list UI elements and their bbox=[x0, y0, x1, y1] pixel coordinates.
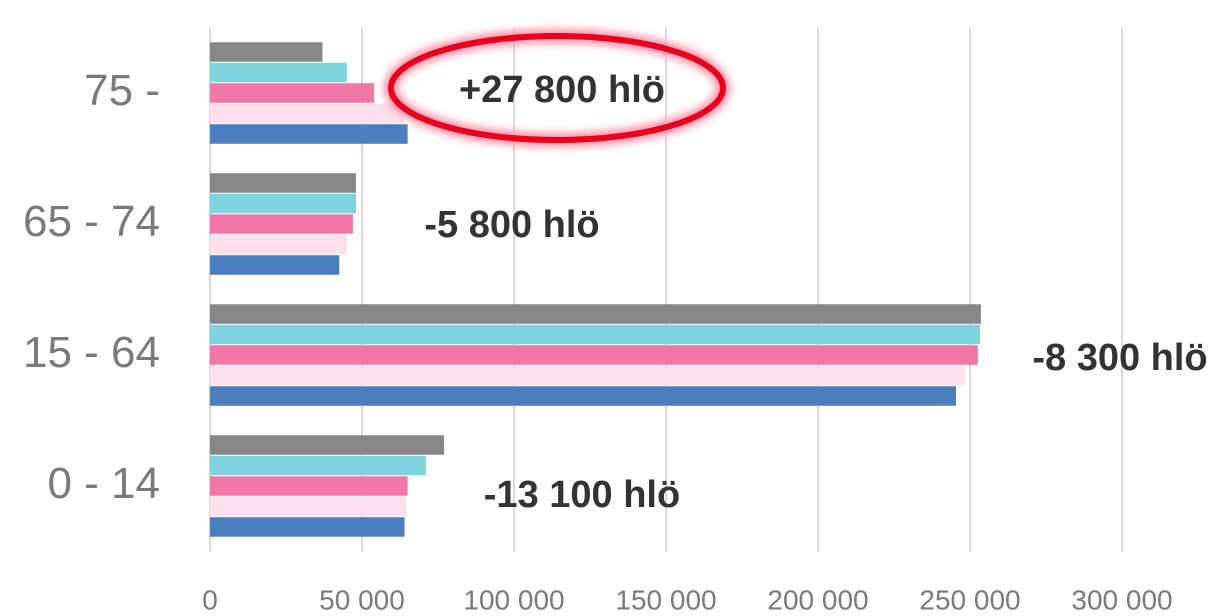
bar bbox=[210, 193, 356, 214]
bar bbox=[210, 517, 405, 537]
bar bbox=[210, 365, 966, 386]
bar bbox=[210, 496, 407, 517]
annotation: -5 800 hlö bbox=[424, 204, 599, 246]
x-tick-label: 200 000 bbox=[767, 584, 868, 615]
annotation: -8 300 hlö bbox=[1032, 337, 1207, 379]
bar bbox=[210, 324, 981, 345]
annotation: -13 100 hlö bbox=[484, 474, 680, 516]
bar bbox=[210, 255, 340, 275]
bar bbox=[210, 62, 347, 83]
bar bbox=[210, 304, 981, 324]
bar bbox=[210, 435, 445, 455]
x-tick-label: 300 000 bbox=[1071, 584, 1172, 615]
y-tick-label: 0 - 14 bbox=[47, 459, 160, 508]
x-tick-label: 100 000 bbox=[463, 584, 564, 615]
y-tick-label: 75 - bbox=[84, 66, 160, 115]
bar bbox=[210, 173, 356, 193]
bars bbox=[210, 42, 981, 537]
bar bbox=[210, 214, 353, 234]
bar bbox=[210, 124, 408, 144]
x-tick-label: 0 bbox=[202, 584, 218, 615]
x-tick-label: 250 000 bbox=[919, 584, 1020, 615]
bar bbox=[210, 234, 347, 255]
annotation: +27 800 hlö bbox=[459, 69, 665, 111]
bar bbox=[210, 386, 957, 406]
y-tick-label: 65 - 74 bbox=[23, 197, 160, 246]
bar bbox=[210, 476, 408, 496]
labels: 0 50 000 100 000 150 000 200 000 250 000 300 0… bbox=[23, 66, 1208, 615]
bar bbox=[210, 83, 375, 103]
bar bbox=[210, 455, 426, 476]
y-tick-label: 15 - 64 bbox=[23, 328, 160, 377]
bar bbox=[210, 345, 978, 365]
x-tick-label: 150 000 bbox=[615, 584, 716, 615]
highlight-ellipse bbox=[388, 33, 726, 143]
bar bbox=[210, 103, 405, 124]
x-tick-label: 50 000 bbox=[319, 584, 405, 615]
bar bbox=[210, 42, 323, 62]
